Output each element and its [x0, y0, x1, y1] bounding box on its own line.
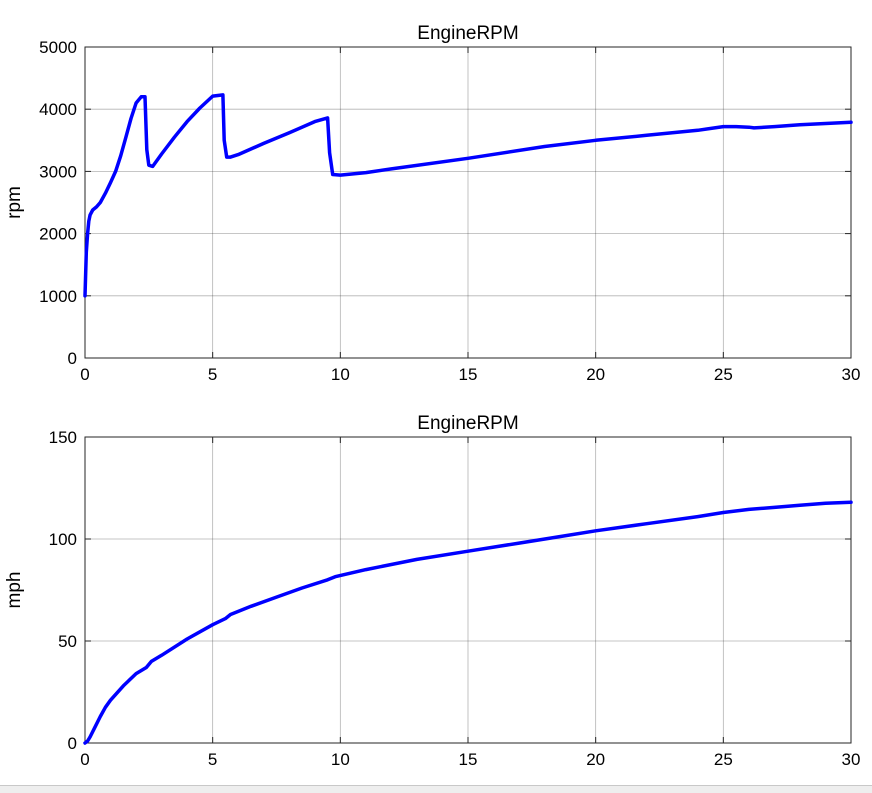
x-tick-label: 5	[208, 365, 217, 384]
x-tick-label: 25	[714, 365, 733, 384]
y-tick-label: 0	[68, 734, 77, 753]
x-tick-label: 25	[714, 750, 733, 769]
x-tick-label: 0	[80, 750, 89, 769]
x-tick-label: 10	[331, 365, 350, 384]
subplot-1: 0 5 10 15 20 25 30 0 1000 2000 3000 4000 5000 EngineR…	[4, 23, 860, 384]
x-tick-label: 10	[331, 750, 350, 769]
bottom-scroll-edge	[0, 785, 872, 793]
y-tick-label: 100	[49, 530, 77, 549]
series-line	[83, 500, 853, 745]
y-axis-label: rpm	[4, 186, 25, 219]
chart-title: EngineRPM	[417, 413, 518, 434]
chart-title: EngineRPM	[417, 23, 518, 44]
y-tick-label: 150	[49, 428, 77, 447]
x-tick-label: 0	[80, 365, 89, 384]
plot-area	[85, 47, 851, 358]
y-axis-label: mph	[4, 572, 25, 609]
x-tick-label: 15	[459, 750, 478, 769]
y-tick-label: 0	[68, 349, 77, 368]
x-tick-label: 30	[842, 365, 861, 384]
x-tick-label: 15	[459, 365, 478, 384]
plot-area	[85, 437, 851, 743]
x-tick-label: 20	[586, 365, 605, 384]
y-tick-label: 4000	[39, 100, 77, 119]
x-tick-label: 5	[208, 750, 217, 769]
subplot-2: 0 5 10 15 20 25 30 0 50 100 150 EngineRPM mph	[4, 413, 860, 769]
y-tick-label: 2000	[39, 225, 77, 244]
series-line	[83, 93, 853, 298]
y-tick-label: 50	[58, 632, 77, 651]
x-tick-label: 30	[842, 750, 861, 769]
y-tick-label: 1000	[39, 287, 77, 306]
x-tick-label: 20	[586, 750, 605, 769]
y-tick-label: 3000	[39, 162, 77, 181]
y-tick-label: 5000	[39, 38, 77, 57]
